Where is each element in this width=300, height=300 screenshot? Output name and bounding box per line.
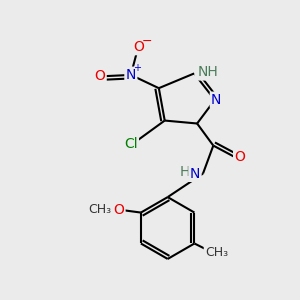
Text: Cl: Cl bbox=[124, 137, 138, 151]
Text: N: N bbox=[126, 68, 136, 82]
Text: N: N bbox=[190, 167, 200, 181]
Text: O: O bbox=[94, 69, 105, 83]
Text: NH: NH bbox=[179, 167, 200, 181]
Text: N: N bbox=[211, 93, 221, 107]
Text: NH: NH bbox=[198, 65, 218, 79]
Text: H: H bbox=[179, 165, 190, 179]
Text: O: O bbox=[234, 150, 245, 164]
Text: O: O bbox=[113, 202, 124, 217]
Text: NH: NH bbox=[196, 65, 216, 79]
Text: CH₃: CH₃ bbox=[205, 246, 228, 259]
Text: +: + bbox=[133, 63, 141, 73]
Text: CH₃: CH₃ bbox=[88, 203, 111, 216]
Text: −: − bbox=[141, 35, 152, 48]
Text: O: O bbox=[133, 40, 144, 54]
